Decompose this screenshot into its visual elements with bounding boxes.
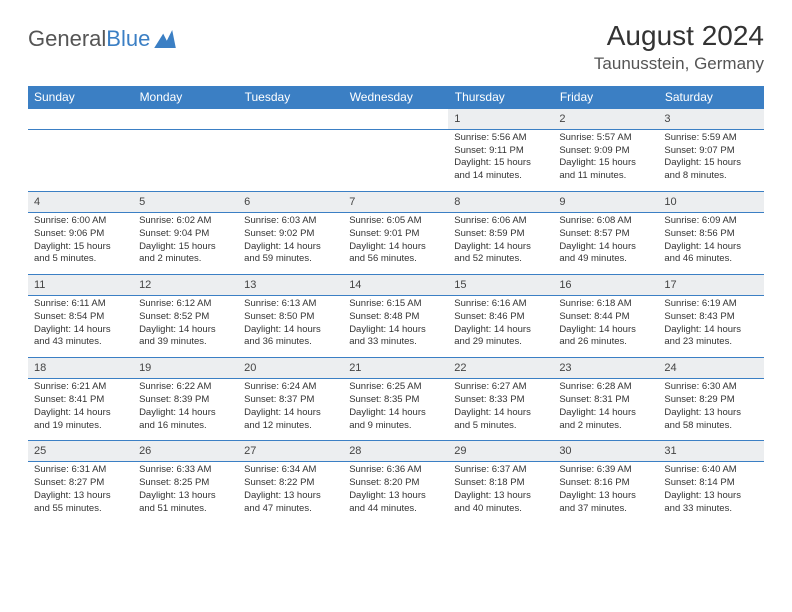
- week-detail-row: Sunrise: 5:56 AMSunset: 9:11 PMDaylight:…: [28, 129, 764, 191]
- day-number-cell: 30: [553, 441, 658, 462]
- day-detail-cell: Sunrise: 6:27 AMSunset: 8:33 PMDaylight:…: [448, 379, 553, 441]
- week-detail-row: Sunrise: 6:11 AMSunset: 8:54 PMDaylight:…: [28, 296, 764, 358]
- day-number-cell: 8: [448, 192, 553, 213]
- day-detail-cell: Sunrise: 6:00 AMSunset: 9:06 PMDaylight:…: [28, 212, 133, 274]
- calendar-table: Sunday Monday Tuesday Wednesday Thursday…: [28, 86, 764, 523]
- day-detail-cell: Sunrise: 6:02 AMSunset: 9:04 PMDaylight:…: [133, 212, 238, 274]
- day-detail-cell: Sunrise: 6:08 AMSunset: 8:57 PMDaylight:…: [553, 212, 658, 274]
- day-detail-cell: Sunrise: 6:06 AMSunset: 8:59 PMDaylight:…: [448, 212, 553, 274]
- week-detail-row: Sunrise: 6:21 AMSunset: 8:41 PMDaylight:…: [28, 379, 764, 441]
- day-number-cell: 21: [343, 358, 448, 379]
- col-tuesday: Tuesday: [238, 86, 343, 109]
- day-detail-cell: Sunrise: 6:15 AMSunset: 8:48 PMDaylight:…: [343, 296, 448, 358]
- day-number-cell: 12: [133, 275, 238, 296]
- day-number-cell: 13: [238, 275, 343, 296]
- week-detail-row: Sunrise: 6:00 AMSunset: 9:06 PMDaylight:…: [28, 212, 764, 274]
- week-daynum-row: 25262728293031: [28, 441, 764, 462]
- day-number-cell: 28: [343, 441, 448, 462]
- day-number-cell: 19: [133, 358, 238, 379]
- logo-text: GeneralBlue: [28, 26, 150, 52]
- day-number-cell: 10: [658, 192, 763, 213]
- day-detail-cell: Sunrise: 6:34 AMSunset: 8:22 PMDaylight:…: [238, 462, 343, 524]
- day-number-cell: 27: [238, 441, 343, 462]
- day-detail-cell: Sunrise: 5:57 AMSunset: 9:09 PMDaylight:…: [553, 129, 658, 191]
- day-detail-cell: Sunrise: 6:12 AMSunset: 8:52 PMDaylight:…: [133, 296, 238, 358]
- day-number-cell: 3: [658, 109, 763, 130]
- day-number-cell: 4: [28, 192, 133, 213]
- logo: GeneralBlue: [28, 26, 176, 52]
- day-detail-cell: Sunrise: 6:40 AMSunset: 8:14 PMDaylight:…: [658, 462, 763, 524]
- day-number-cell: 29: [448, 441, 553, 462]
- day-number-cell: 20: [238, 358, 343, 379]
- day-detail-cell: Sunrise: 6:30 AMSunset: 8:29 PMDaylight:…: [658, 379, 763, 441]
- day-detail-cell: Sunrise: 6:36 AMSunset: 8:20 PMDaylight:…: [343, 462, 448, 524]
- day-number-cell: 15: [448, 275, 553, 296]
- day-number-cell: 14: [343, 275, 448, 296]
- col-friday: Friday: [553, 86, 658, 109]
- day-number-cell: 17: [658, 275, 763, 296]
- day-detail-cell: [133, 129, 238, 191]
- day-detail-cell: Sunrise: 5:56 AMSunset: 9:11 PMDaylight:…: [448, 129, 553, 191]
- day-number-cell: 22: [448, 358, 553, 379]
- day-detail-cell: Sunrise: 6:13 AMSunset: 8:50 PMDaylight:…: [238, 296, 343, 358]
- day-number-cell: [28, 109, 133, 130]
- day-detail-cell: Sunrise: 6:21 AMSunset: 8:41 PMDaylight:…: [28, 379, 133, 441]
- day-detail-cell: Sunrise: 6:19 AMSunset: 8:43 PMDaylight:…: [658, 296, 763, 358]
- day-detail-cell: [343, 129, 448, 191]
- day-detail-cell: Sunrise: 6:05 AMSunset: 9:01 PMDaylight:…: [343, 212, 448, 274]
- day-detail-cell: Sunrise: 6:18 AMSunset: 8:44 PMDaylight:…: [553, 296, 658, 358]
- day-detail-cell: Sunrise: 6:28 AMSunset: 8:31 PMDaylight:…: [553, 379, 658, 441]
- day-number-cell: 18: [28, 358, 133, 379]
- week-daynum-row: 45678910: [28, 192, 764, 213]
- col-saturday: Saturday: [658, 86, 763, 109]
- day-number-cell: 16: [553, 275, 658, 296]
- day-detail-cell: Sunrise: 6:11 AMSunset: 8:54 PMDaylight:…: [28, 296, 133, 358]
- weekday-header-row: Sunday Monday Tuesday Wednesday Thursday…: [28, 86, 764, 109]
- week-daynum-row: 123: [28, 109, 764, 130]
- day-detail-cell: Sunrise: 5:59 AMSunset: 9:07 PMDaylight:…: [658, 129, 763, 191]
- week-detail-row: Sunrise: 6:31 AMSunset: 8:27 PMDaylight:…: [28, 462, 764, 524]
- day-detail-cell: Sunrise: 6:24 AMSunset: 8:37 PMDaylight:…: [238, 379, 343, 441]
- week-daynum-row: 11121314151617: [28, 275, 764, 296]
- day-detail-cell: Sunrise: 6:03 AMSunset: 9:02 PMDaylight:…: [238, 212, 343, 274]
- location: Taunusstein, Germany: [594, 54, 764, 74]
- col-sunday: Sunday: [28, 86, 133, 109]
- day-number-cell: [343, 109, 448, 130]
- day-number-cell: 25: [28, 441, 133, 462]
- day-detail-cell: Sunrise: 6:39 AMSunset: 8:16 PMDaylight:…: [553, 462, 658, 524]
- day-number-cell: 26: [133, 441, 238, 462]
- day-detail-cell: Sunrise: 6:37 AMSunset: 8:18 PMDaylight:…: [448, 462, 553, 524]
- day-number-cell: 23: [553, 358, 658, 379]
- col-wednesday: Wednesday: [343, 86, 448, 109]
- day-number-cell: 5: [133, 192, 238, 213]
- day-number-cell: 2: [553, 109, 658, 130]
- col-monday: Monday: [133, 86, 238, 109]
- day-number-cell: 11: [28, 275, 133, 296]
- day-detail-cell: Sunrise: 6:33 AMSunset: 8:25 PMDaylight:…: [133, 462, 238, 524]
- day-number-cell: 9: [553, 192, 658, 213]
- day-number-cell: [133, 109, 238, 130]
- week-daynum-row: 18192021222324: [28, 358, 764, 379]
- day-detail-cell: Sunrise: 6:31 AMSunset: 8:27 PMDaylight:…: [28, 462, 133, 524]
- day-number-cell: 7: [343, 192, 448, 213]
- day-detail-cell: Sunrise: 6:22 AMSunset: 8:39 PMDaylight:…: [133, 379, 238, 441]
- day-number-cell: 31: [658, 441, 763, 462]
- day-number-cell: [238, 109, 343, 130]
- day-detail-cell: [238, 129, 343, 191]
- day-number-cell: 24: [658, 358, 763, 379]
- month-title: August 2024: [594, 20, 764, 52]
- day-detail-cell: Sunrise: 6:16 AMSunset: 8:46 PMDaylight:…: [448, 296, 553, 358]
- col-thursday: Thursday: [448, 86, 553, 109]
- logo-icon: [154, 30, 176, 48]
- day-detail-cell: Sunrise: 6:09 AMSunset: 8:56 PMDaylight:…: [658, 212, 763, 274]
- day-number-cell: 1: [448, 109, 553, 130]
- day-detail-cell: Sunrise: 6:25 AMSunset: 8:35 PMDaylight:…: [343, 379, 448, 441]
- day-number-cell: 6: [238, 192, 343, 213]
- day-detail-cell: [28, 129, 133, 191]
